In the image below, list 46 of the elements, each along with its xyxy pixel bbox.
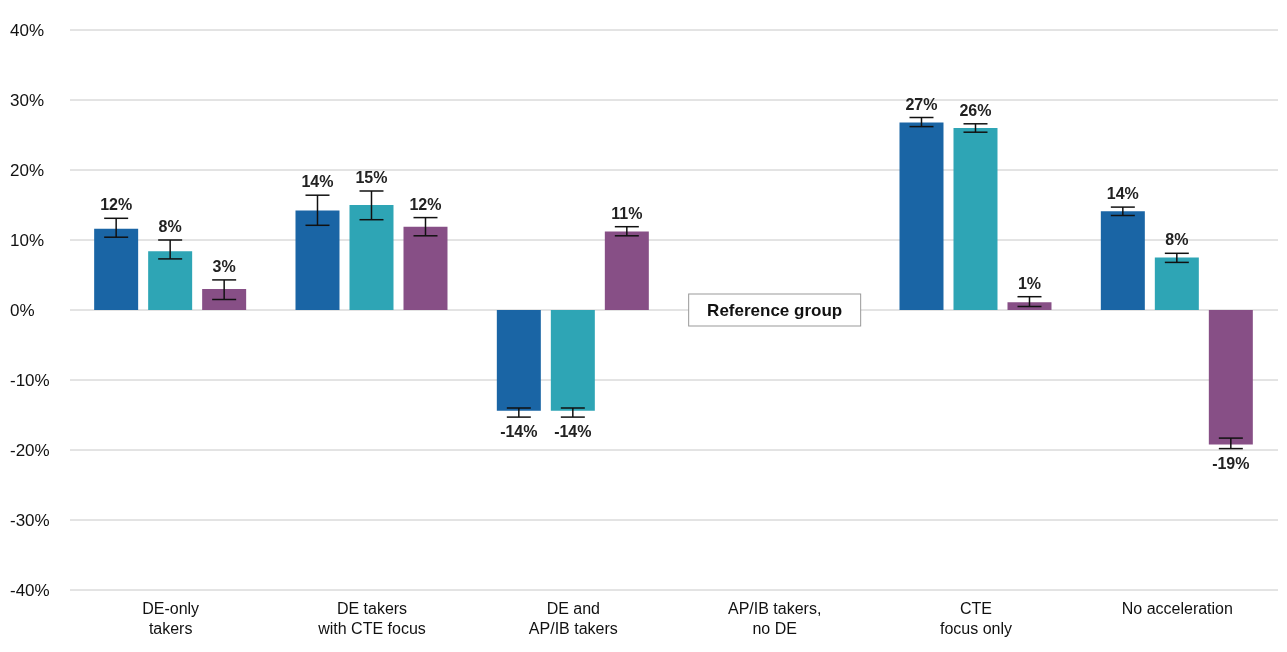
y-tick-label: -40% — [10, 581, 50, 601]
y-tick-label: 10% — [10, 231, 45, 251]
data-label: 27% — [905, 95, 938, 113]
y-tick-label: 0% — [10, 301, 35, 321]
bar — [496, 310, 541, 411]
bar — [1208, 310, 1253, 445]
data-label: 26% — [959, 101, 992, 119]
data-label: 14% — [1106, 185, 1139, 203]
bar — [550, 310, 595, 411]
annotation: Reference group — [707, 301, 843, 320]
bar — [953, 128, 998, 310]
y-tick-label: -10% — [10, 371, 50, 391]
x-tick-label: No acceleration — [1121, 600, 1233, 617]
data-label: 8% — [158, 218, 182, 235]
bar — [94, 228, 139, 310]
bar — [202, 289, 247, 310]
y-tick-label: -30% — [10, 511, 50, 531]
y-tick-label: -20% — [10, 441, 50, 461]
data-label: 12% — [100, 196, 133, 214]
x-tick-label: DE-only takers — [142, 600, 200, 637]
data-label: 1% — [1017, 274, 1042, 292]
data-label: 8% — [1165, 231, 1189, 249]
bar — [403, 226, 448, 310]
bar — [349, 205, 394, 310]
bar — [1100, 211, 1145, 310]
bar — [604, 231, 649, 310]
bar — [295, 210, 340, 310]
bar — [1007, 302, 1052, 310]
data-label: 3% — [212, 257, 236, 275]
x-tick-label: AP/IB takers, no DE — [727, 600, 822, 637]
x-tick-label: DE takers with CTE focus — [317, 600, 426, 637]
bar — [899, 122, 944, 310]
y-tick-label: 30% — [10, 91, 45, 111]
y-tick-label: 20% — [10, 161, 45, 181]
bar — [1154, 257, 1199, 310]
data-label: -19% — [1212, 454, 1250, 472]
data-label: 15% — [355, 169, 388, 186]
x-tick-label: DE and AP/IB takers — [528, 600, 618, 637]
data-label: 12% — [409, 195, 442, 213]
data-label: 11% — [611, 204, 643, 222]
x-tick-label: CTE focus only — [939, 600, 1013, 637]
data-label: -14% — [500, 423, 538, 441]
y-tick-label: 40% — [10, 21, 45, 41]
data-label: -14% — [554, 423, 592, 441]
data-label: 14% — [301, 173, 334, 191]
bar — [148, 251, 193, 310]
